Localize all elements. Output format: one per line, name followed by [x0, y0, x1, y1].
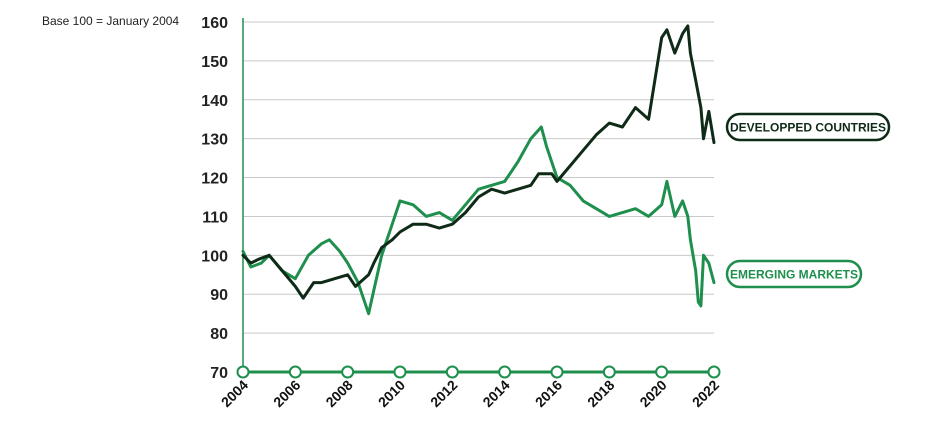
y-tick-label: 100 — [201, 248, 228, 265]
x-tick-marker — [236, 365, 250, 379]
y-tick-label: 130 — [201, 132, 228, 149]
emerging-markets-line — [241, 125, 716, 316]
x-tick-label: 2012 — [427, 377, 460, 410]
y-tick-label: 90 — [210, 287, 228, 304]
legend-emerging-markets: EMERGING MARKETS — [725, 259, 863, 289]
legend-label: DEVELOPPED COUNTRIES — [730, 121, 886, 135]
x-tick-label: 2006 — [270, 377, 303, 410]
series-lines — [241, 24, 716, 316]
x-tick-label: 2014 — [479, 377, 512, 410]
y-tick-label: 70 — [210, 365, 228, 382]
developed-countries-line — [241, 24, 716, 300]
base-note: Base 100 = January 2004 — [42, 14, 180, 28]
y-axis-ticks: 70 80 90 100 110 120 130 140 150 160 — [201, 15, 228, 382]
legend-pill — [725, 259, 863, 289]
x-tick-label: 2008 — [322, 377, 355, 410]
x-tick-marker — [602, 365, 616, 379]
x-axis: 2004 2006 2008 2010 2012 2014 2016 2018 2020 2022 — [218, 365, 722, 410]
x-tick-label: 2010 — [375, 377, 408, 410]
legend-developed-countries: DEVELOPPED COUNTRIES — [725, 112, 891, 142]
x-tick-label: 2022 — [689, 377, 722, 410]
legend-pill — [725, 112, 891, 142]
x-tick-label: 2018 — [584, 377, 617, 410]
x-tick-marker — [498, 365, 512, 379]
x-tick-marker — [655, 365, 669, 379]
x-tick-label: 2020 — [636, 377, 669, 410]
y-tick-label: 80 — [210, 326, 228, 343]
y-tick-label: 160 — [201, 15, 228, 32]
x-tick-marker — [550, 365, 564, 379]
x-tick-marker — [707, 365, 721, 379]
x-tick-marker — [445, 365, 459, 379]
legend-label: EMERGING MARKETS — [730, 268, 858, 282]
grid — [242, 18, 714, 372]
y-tick-label: 140 — [201, 93, 228, 110]
x-tick-marker — [341, 365, 355, 379]
y-tick-label: 110 — [202, 209, 228, 226]
legend: DEVELOPPED COUNTRIES EMERGING MARKETS — [725, 112, 891, 289]
y-tick-label: 150 — [201, 54, 228, 71]
x-tick-marker — [393, 365, 407, 379]
x-tick-marker — [288, 365, 302, 379]
x-tick-label: 2016 — [532, 377, 565, 410]
y-tick-label: 120 — [201, 171, 228, 188]
